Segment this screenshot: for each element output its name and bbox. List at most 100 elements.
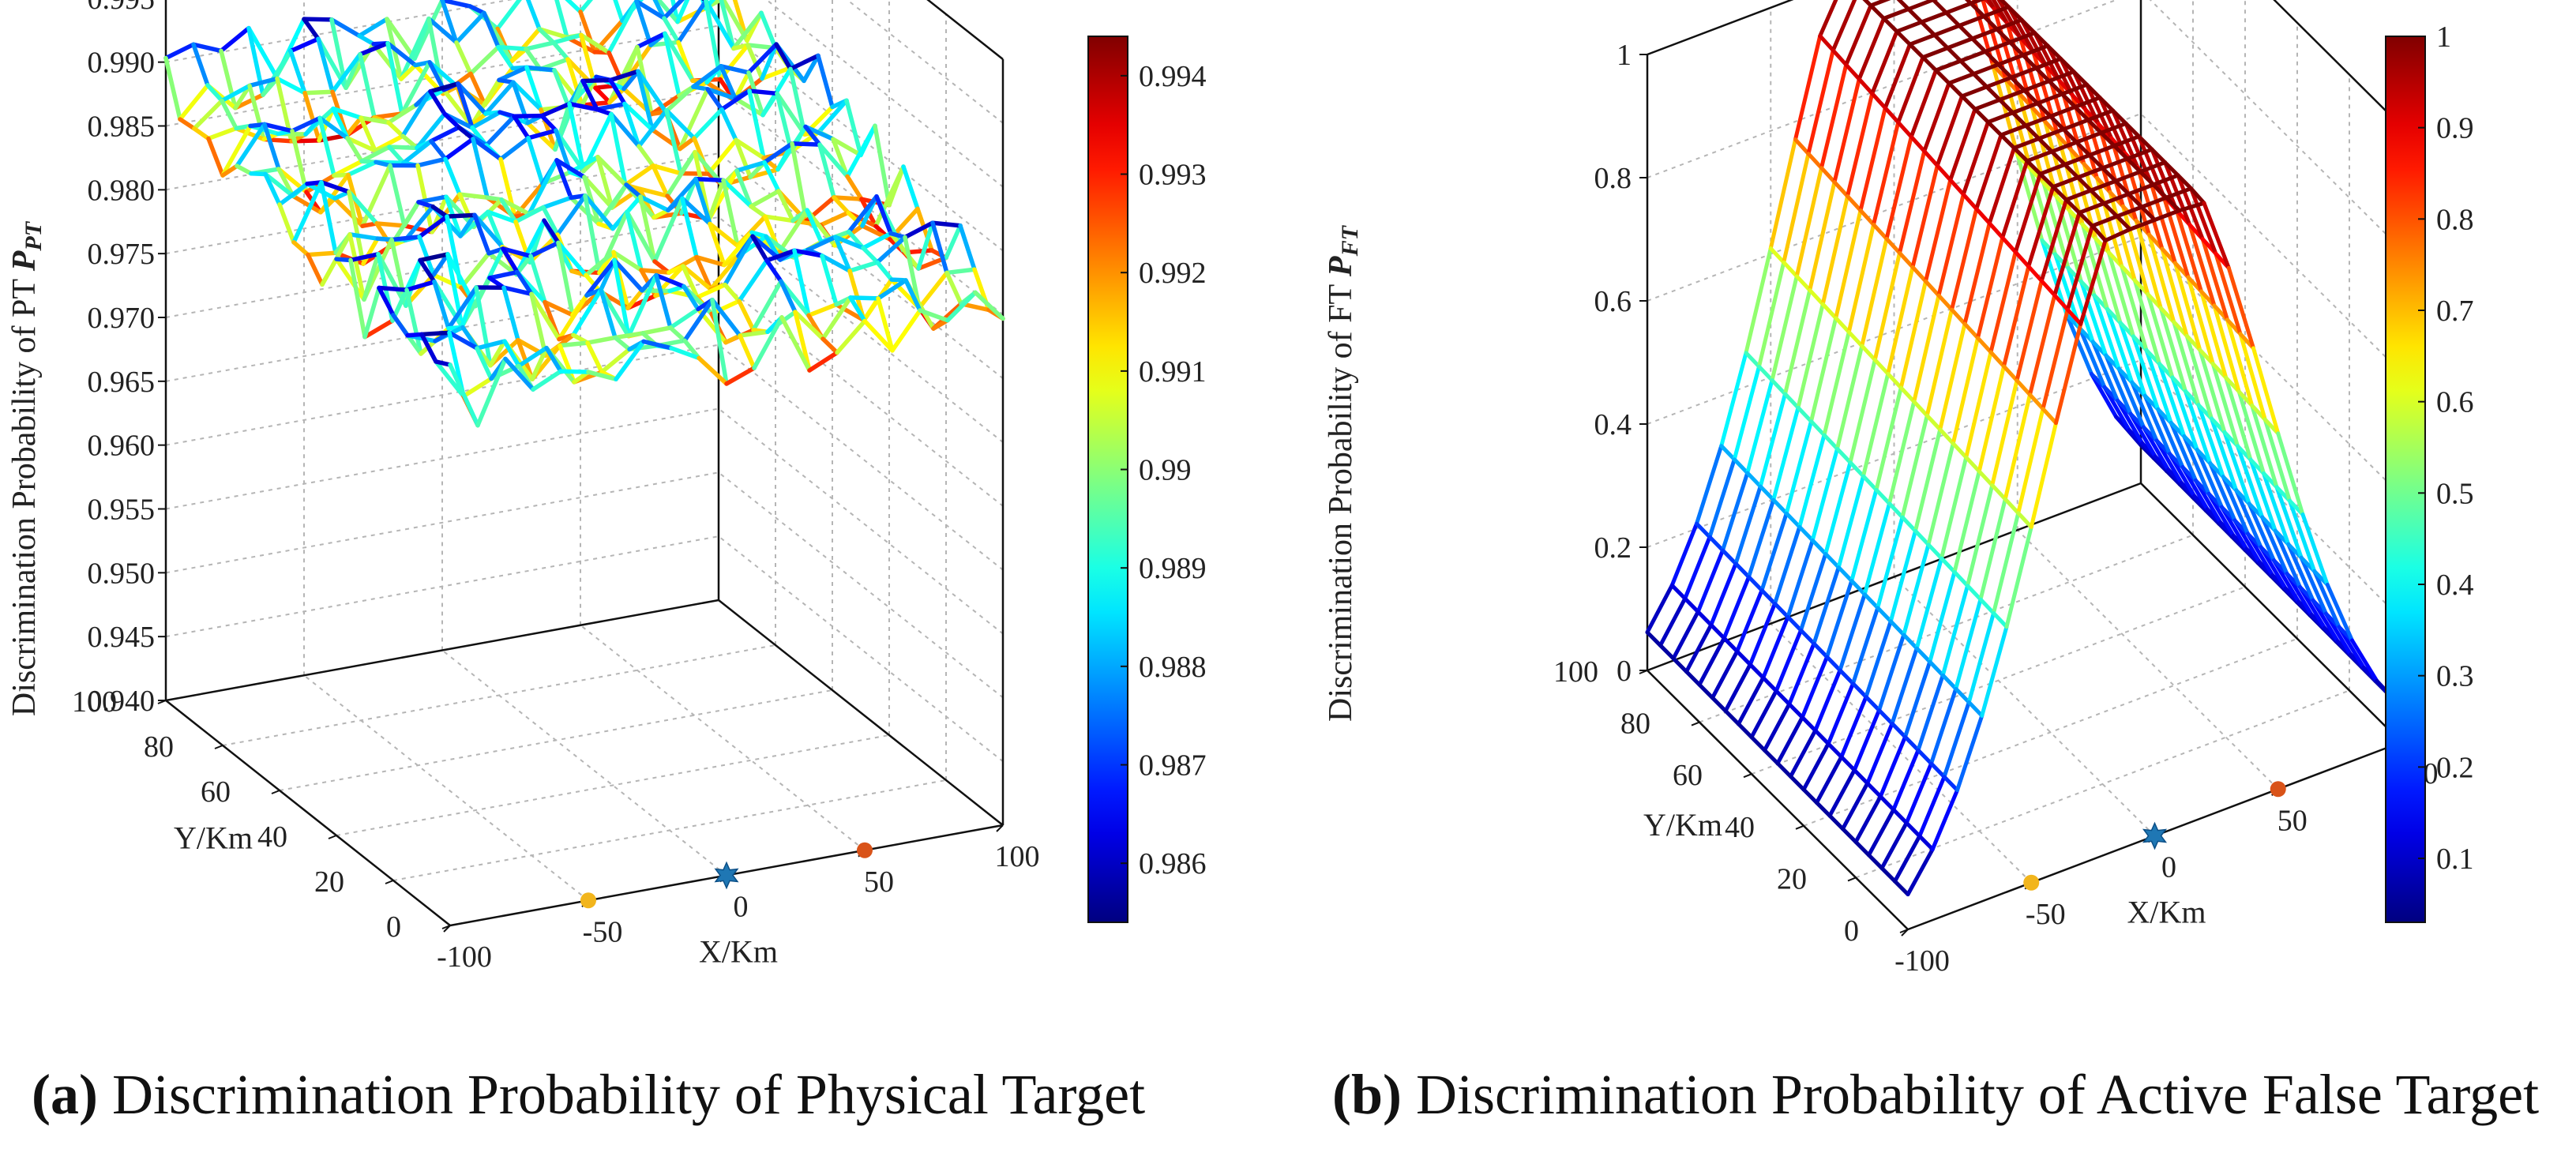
chart-a-surface-segment	[551, 32, 584, 45]
chart-b-surface-segment	[1745, 471, 1763, 489]
chart-a-surface-segment	[807, 350, 839, 373]
chart-b-surface-segment	[1793, 34, 1823, 142]
chart-a-surface-segment	[440, 0, 472, 9]
chart-b-surface-segment	[1882, 16, 1899, 34]
chart-b-floor-grid-x	[2017, 529, 2279, 790]
chart-b-surface-segment	[1906, 847, 1935, 897]
chart-a-wall-grid-z	[165, 599, 1004, 826]
chart-b-surface-segment	[1786, 614, 1803, 633]
chart-b-surface-segment	[1838, 668, 1855, 686]
chart-b-surface-segment	[1877, 708, 1894, 726]
chart-b-surface-segment	[1934, 58, 1963, 73]
chart-a-surface-segment	[737, 258, 769, 303]
chart-a-surface-segment	[470, 110, 502, 130]
chart-b-surface-segment	[1976, 336, 1993, 355]
chart-b-surface-segment	[1997, 88, 2026, 102]
chart-a-surface-segment	[528, 253, 547, 305]
chart-b-surface-segment	[2035, 92, 2064, 106]
chart-b-surface-segment	[2015, 378, 2032, 397]
chart-b-surface-segment	[1952, 469, 1981, 574]
chart-a-surface-segment	[749, 204, 768, 219]
chart-b-surface-segment	[1964, 350, 1993, 460]
chart-b-surface-segment	[2029, 421, 2058, 529]
chart-b-surface-segment	[1995, 27, 2012, 44]
chart-b-surface-segment	[1835, 343, 1864, 451]
chart-b-surface-segment	[2121, 204, 2150, 296]
chart-b-surface-segment	[2025, 159, 2042, 176]
chart-a-surface-segment	[374, 221, 407, 228]
chart-b-surface-segment	[1971, 72, 1989, 89]
chart-b-surface-segment	[1838, 592, 1867, 673]
chart-b-surface-segment	[2127, 218, 2157, 231]
chart-b-surface-segment	[1801, 787, 1819, 805]
chart-a-surface-segment	[583, 193, 602, 276]
chart-b-surface-segment	[2118, 321, 2147, 398]
chart-b-surface-segment	[1851, 681, 1868, 700]
chart-b-surface-segment	[1810, 446, 1839, 542]
chart-b-surface-segment	[2049, 140, 2078, 154]
chart-b-surface-segment	[1797, 524, 1815, 542]
chart-b-svg: -100-5005010002040608010000.20.40.60.81X…	[1323, 0, 2474, 978]
chart-b-surface-segment	[2260, 515, 2289, 576]
chart-b-surface-segment	[1732, 457, 1750, 475]
chart-b-floor-grid-y	[1699, 534, 2194, 723]
chart-a-x-tick-label: 0	[734, 891, 749, 924]
chart-b-y-axis-label: Y/Km	[1643, 807, 1722, 843]
chart-a-floor-grid-y	[336, 734, 890, 836]
chart-b-surface-segment	[1896, 0, 1911, 12]
chart-b-surface-segment	[1733, 561, 1751, 580]
chart-a-surface-segment	[774, 42, 793, 72]
chart-a-surface-segment	[551, 40, 570, 62]
chart-a-surface-segment	[746, 70, 765, 118]
chart-a-surface-segment	[625, 209, 644, 272]
chart-a-surface-segment	[557, 293, 589, 342]
chart-a-surface-segment	[832, 195, 851, 215]
chart-b-surface-segment	[1846, 222, 1876, 334]
chart-a-surface-segment	[691, 64, 723, 89]
chart-b-surface-segment	[1818, 34, 1835, 53]
chart-b-surface-segment	[2142, 425, 2171, 472]
chart-a-surface-segment	[262, 122, 281, 171]
chart-b-colorbar-tick-label: 1	[2436, 21, 2451, 54]
chart-b-surface-segment	[2011, 101, 2040, 115]
chart-b-surface-segment	[2299, 555, 2328, 616]
chart-b-surface-segment	[2002, 264, 2031, 369]
chart-a-floor-grid-y	[222, 644, 776, 746]
chart-a-surface-segment	[719, 107, 738, 143]
chart-b-surface-segment	[2007, 5, 2024, 22]
chart-a-surface-segment	[668, 325, 687, 343]
chart-a-surface-segment	[483, 80, 516, 116]
chart-b-surface-segment	[2033, 56, 2063, 70]
chart-a-surface-segment	[359, 115, 377, 153]
chart-a-surface-segment	[721, 178, 740, 248]
chart-a-surface-segment	[777, 208, 809, 254]
chart-b-surface-segment	[1976, 235, 2005, 340]
chart-a-surface-segment	[288, 36, 321, 54]
caption-a-letter: (a)	[32, 1063, 98, 1126]
chart-b-surface-segment	[2138, 160, 2167, 174]
chart-a-surface-segment	[474, 285, 493, 368]
chart-b-surface-segment	[1951, 336, 1980, 446]
chart-b-surface-segment	[2021, 53, 2038, 70]
chart-b-surface-segment	[1826, 681, 1855, 746]
chart-a-surface-segment	[694, 254, 713, 291]
chart-b-surface-segment	[2210, 416, 2239, 493]
chart-b-surface-segment	[1836, 565, 1854, 584]
chart-b-y-tick-label: 0	[1844, 914, 1859, 948]
chart-a-surface-segment	[635, 31, 667, 50]
caption-a-text: Discrimination Probability of Physical T…	[111, 1063, 1146, 1126]
chart-b-y-tick-label: 60	[1673, 759, 1703, 792]
chart-b-surface-segment	[1868, 0, 1891, 8]
chart-b-surface-segment	[2003, 392, 2032, 501]
chart-b-surface-segment	[1980, 625, 2009, 718]
chart-b-surface-segment	[2041, 307, 2070, 411]
chart-b-surface-segment	[2025, 149, 2054, 163]
chart-a-surface-segment	[448, 362, 480, 428]
chart-b-surface-segment	[1902, 542, 1931, 637]
chart-b-surface-segment	[2052, 293, 2070, 312]
chart-b-surface-segment	[2151, 182, 2169, 200]
chart-a-surface-segment	[275, 76, 307, 96]
chart-a-surface-segment	[599, 287, 618, 340]
chart-a-surface-segment	[178, 117, 197, 131]
chart-b-surface-segment	[1879, 865, 1897, 884]
